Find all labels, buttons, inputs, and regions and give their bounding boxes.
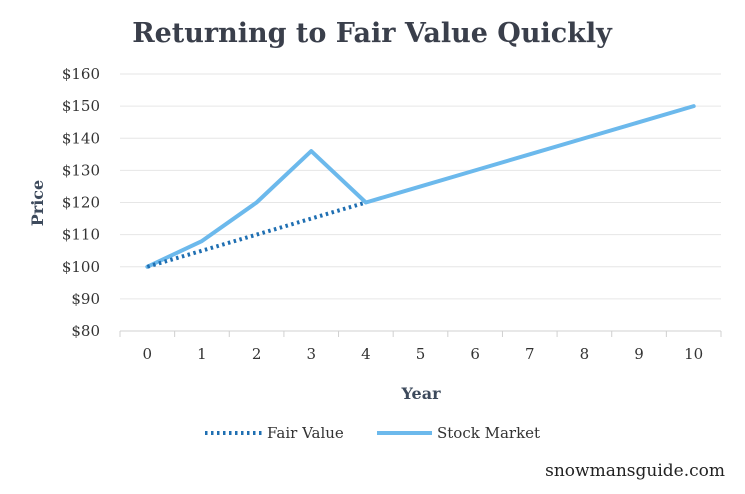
legend: Fair Value Stock Market (205, 424, 540, 442)
x-tick-label: 7 (525, 345, 535, 363)
y-tick-label: $80 (71, 322, 100, 340)
x-tick-label: 0 (143, 345, 153, 363)
x-tick-label: 2 (252, 345, 262, 363)
chart-title: Returning to Fair Value Quickly (132, 18, 613, 49)
y-tick-label: $120 (62, 194, 100, 212)
watermark-text: snowmansguide.com (545, 461, 725, 481)
y-tick-label: $130 (62, 161, 100, 179)
x-tick-label: 4 (361, 345, 371, 363)
x-tick-label: 1 (197, 345, 207, 363)
y-tick-label: $160 (62, 65, 100, 83)
y-tick-label: $100 (62, 258, 100, 276)
series-lines (145, 104, 696, 269)
y-tick-label: $110 (62, 226, 100, 244)
x-tick-label: 9 (634, 345, 644, 363)
legend-label-fair-value: Fair Value (267, 424, 344, 442)
y-tick-label: $90 (71, 290, 100, 308)
y-axis-ticks: $80 $90 $100 $110 $120 $130 $140 $150 $160 (62, 65, 100, 340)
x-tick-label: 3 (306, 345, 316, 363)
legend-label-stock-market: Stock Market (437, 424, 540, 442)
y-axis-title: Price (28, 180, 47, 226)
gridlines (120, 73, 721, 332)
x-tick-label: 6 (470, 345, 480, 363)
x-tick-label: 10 (684, 345, 703, 363)
x-axis-ticks: 0 1 2 3 4 5 6 7 8 9 10 (119, 331, 722, 363)
y-tick-label: $140 (62, 129, 100, 147)
series-line-fair-value (146, 200, 367, 269)
x-axis-title: Year (400, 384, 441, 403)
x-tick-label: 8 (580, 345, 590, 363)
series-line-stock-market (145, 104, 696, 269)
y-tick-label: $150 (62, 97, 100, 115)
x-tick-label: 5 (416, 345, 426, 363)
